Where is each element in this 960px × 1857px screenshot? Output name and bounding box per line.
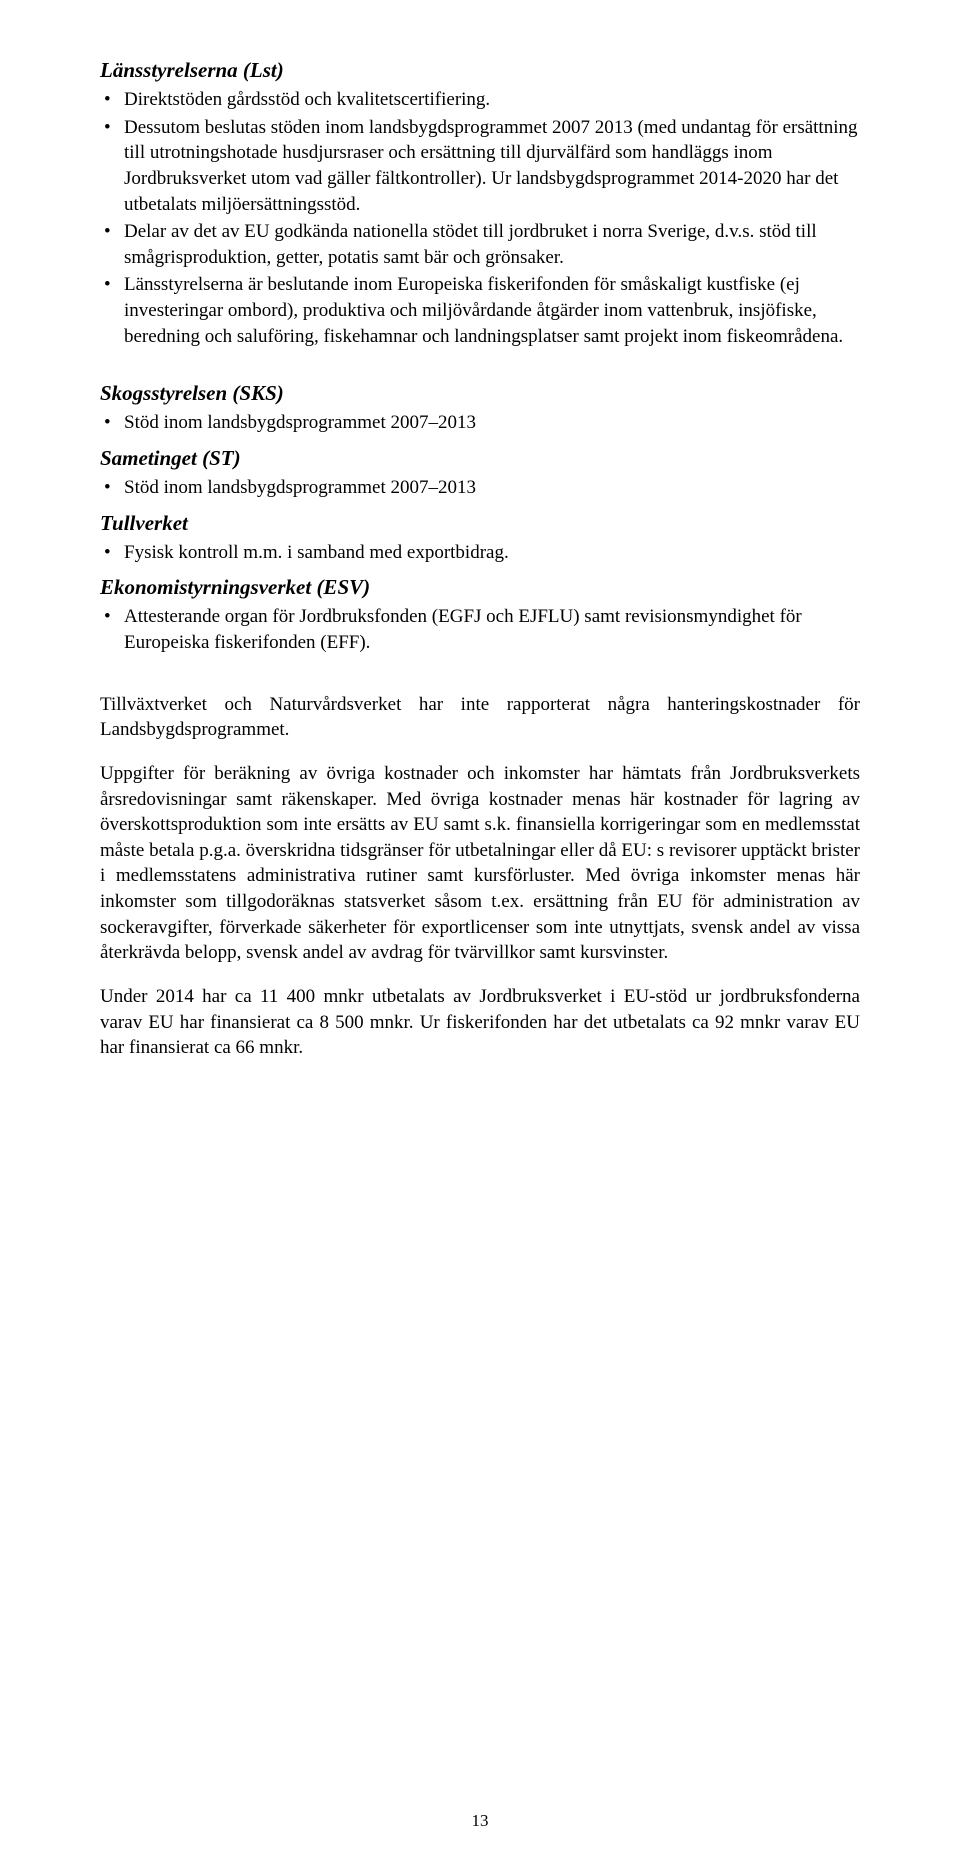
list-item: Attesterande organ för Jordbruksfonden (… (124, 604, 860, 655)
bullet-list-esv: Attesterande organ för Jordbruksfonden (… (100, 604, 860, 655)
list-item: Stöd inom landsbygdsprogrammet 2007–2013 (124, 410, 860, 436)
body-paragraph: Under 2014 har ca 11 400 mnkr utbetalats… (100, 984, 860, 1061)
body-paragraph: Uppgifter för beräkning av övriga kostna… (100, 761, 860, 966)
section-heading-tullverket: Tullverket (100, 511, 860, 536)
bullet-list-sks: Stöd inom landsbygdsprogrammet 2007–2013 (100, 410, 860, 436)
bullet-list-lst: Direktstöden gårdsstöd och kvalitetscert… (100, 87, 860, 349)
document-page: Länsstyrelserna (Lst) Direktstöden gårds… (0, 0, 960, 1857)
body-paragraph: Tillväxtverket och Naturvårdsverket har … (100, 692, 860, 743)
section-heading-sks: Skogsstyrelsen (SKS) (100, 381, 860, 406)
bullet-list-st: Stöd inom landsbygdsprogrammet 2007–2013 (100, 475, 860, 501)
bullet-list-tullverket: Fysisk kontroll m.m. i samband med expor… (100, 540, 860, 566)
list-item: Länsstyrelserna är beslutande inom Europ… (124, 272, 860, 349)
section-heading-st: Sametinget (ST) (100, 446, 860, 471)
list-item: Stöd inom landsbygdsprogrammet 2007–2013 (124, 475, 860, 501)
list-item: Delar av det av EU godkända nationella s… (124, 219, 860, 270)
list-item: Fysisk kontroll m.m. i samband med expor… (124, 540, 860, 566)
list-item: Direktstöden gårdsstöd och kvalitetscert… (124, 87, 860, 113)
section-heading-lst: Länsstyrelserna (Lst) (100, 58, 860, 83)
section-heading-esv: Ekonomistyrningsverket (ESV) (100, 575, 860, 600)
list-item: Dessutom beslutas stöden inom landsbygds… (124, 115, 860, 218)
page-number: 13 (0, 1811, 960, 1831)
